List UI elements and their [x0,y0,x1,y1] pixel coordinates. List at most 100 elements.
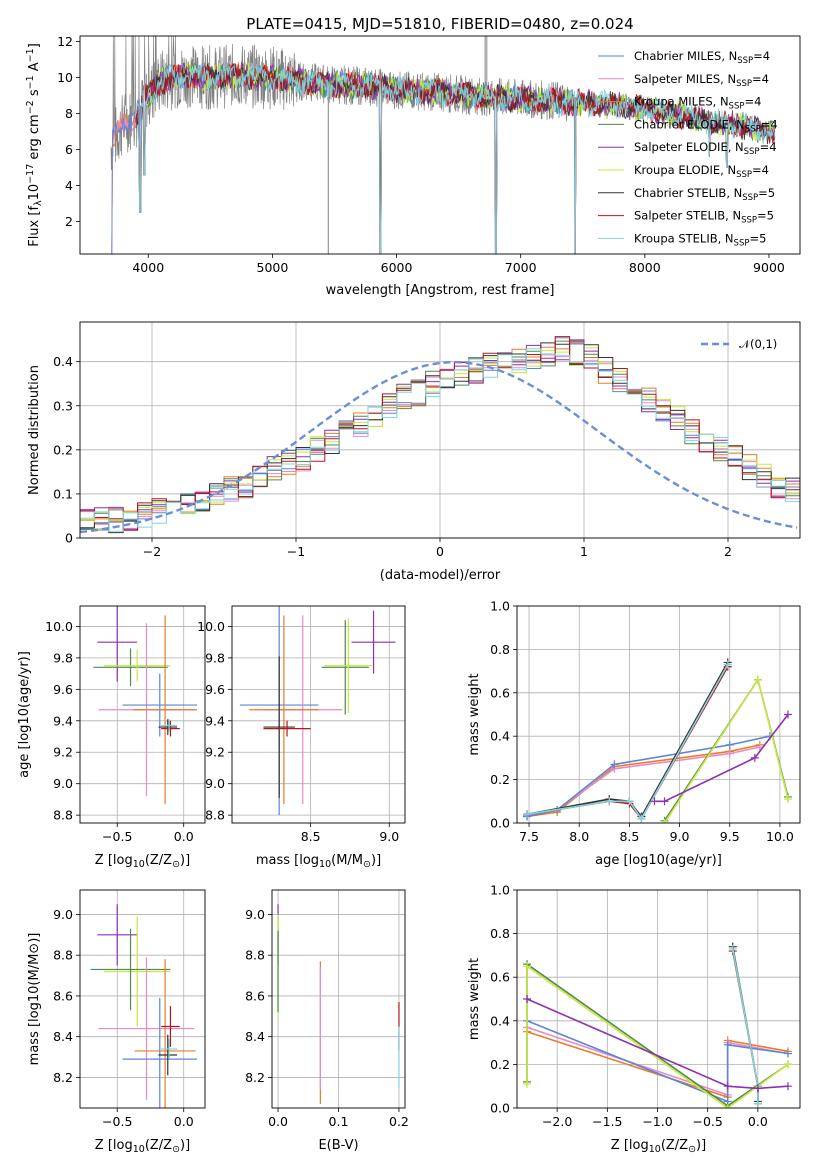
spectrum-panel: 4000 5000 6000 7000 8000 9000 2 4 6 8 10 12 waveleng… [25,34,801,298]
x-axis-label-part: (Z/Z [145,853,172,868]
x-axis-label-part: ⊙ [688,1144,696,1155]
x-axis-label-part: )] [696,1138,706,1153]
x-tick-label: 9.0 [379,829,399,844]
mass-weight-point [523,962,532,971]
legend-entry-suffix: =5 [749,231,766,245]
x-tick-label: 8.0 [569,829,589,844]
y-tick-label: 0.1 [53,486,73,501]
y-axis-label-part: s [27,89,42,100]
legend-entry-name: Kroupa MILES, N [634,95,729,109]
plot-area [277,904,400,1104]
y-tick-label: 9.8 [53,650,73,665]
mass-weight-point [523,995,532,1003]
legend-entry-suffix: =4 [753,49,770,63]
y-tick-label: 1.0 [490,883,510,898]
mass-weight-point [750,753,759,762]
y-tick-label: 9.4 [53,713,73,728]
mass-weight-point [605,797,614,806]
y-tick-label: 9.0 [53,907,73,922]
y-tick-label: 0.4 [490,1013,510,1028]
model-spectrum [135,61,776,254]
y-tick-label: 9.0 [53,776,73,791]
plot-area [523,942,792,1108]
x-axis-label: Z [log10(Z/Z⊙)] [95,853,190,870]
mass-weight-point [523,1080,532,1089]
legend-entry: Chabrier ELODIE, NSSP=4 [634,117,778,134]
mass-weight-point [610,760,619,769]
mass-weight-line [526,664,729,821]
legend-entry-sub: SSP [745,124,761,134]
y-tick-label: 12 [57,34,73,49]
legend-entry-sub: SSP [744,147,760,157]
axes-frame [79,35,801,255]
mass-weight-point [723,660,732,669]
mass-weight-line [526,666,729,821]
y-tick-label: 0.4 [53,354,73,369]
mass-weight-point [660,797,669,806]
x-tick-label: −0.5 [102,829,132,844]
x-tick-label: 0.2 [389,1114,409,1129]
mass-weight-line [526,662,729,818]
x-axis-label-part: Z [log [95,853,133,868]
legend-entry-sub: SSP [736,79,752,89]
y-tick-label: 10.0 [45,619,73,634]
x-tick-label: 4000 [132,260,164,275]
x-axis-label: Z [log10(Z/Z⊙)] [611,1138,706,1155]
x-axis-label-part: mass [log [256,853,319,868]
model-spectrum [135,63,775,254]
mass-weight-point [728,944,737,953]
legend-entry-name: Salpeter ELODIE, N [634,140,744,154]
x-axis-label-part: 10 [319,859,331,870]
y-axis-label-part: Flux [f [27,206,42,247]
x-axis-label-part: Z [log [611,1138,649,1153]
y-axis-label: mass weight [467,673,482,755]
y-axis-label: mass [log10(M/M⊙)] [27,933,42,1066]
axes-frame [79,889,206,1109]
mass-weight-point [783,1060,792,1069]
y-tick-label: 0.4 [490,729,510,744]
x-tick-label: 0.0 [748,1114,768,1129]
y-tick-label: 8.4 [53,1029,73,1044]
x-axis-label: (data-model)/error [380,568,501,583]
x-axis-label-part: (M/M [331,853,363,868]
histogram-step [80,347,800,530]
legend-entry-name: Salpeter MILES, N [634,72,736,86]
y-axis-label-part: −2 [25,100,36,114]
y-tick-label: 9.6 [205,682,225,697]
legend-entry: 𝒩(0,1) [739,337,777,351]
y-tick-label: 0.6 [490,970,510,985]
legend-entry-name: Chabrier ELODIE, N [634,117,745,131]
y-tick-label: 9.0 [205,776,225,791]
x-tick-label: 0.0 [174,1114,194,1129]
legend-entry-name: Kroupa ELODIE, N [634,163,736,177]
x-axis-label-part: 10 [133,859,145,870]
y-axis-label: mass weight [467,958,482,1040]
legend-entry-sub: SSP [729,102,745,112]
plot-area [90,904,198,1108]
x-tick-label: 2 [724,544,732,559]
x-axis-label-part: 10 [649,1144,661,1155]
x-axis-label: E(B-V) [318,1138,358,1153]
mass-weight-point [753,1099,762,1108]
x-tick-label: 9000 [753,260,785,275]
mass-weight-vs-metallicity-panel: −2.0 −1.5 −1.0 −0.5 0.0 0.0 0.2 0.4 0.6 0.8 1.0 Z [… [467,883,801,1155]
mass-weight-line [526,1020,789,1103]
mass-weight-point [723,1104,732,1108]
mass-weight-point [783,1082,792,1091]
y-tick-label: 1.0 [490,599,510,614]
y-tick-label: 8.2 [245,1070,265,1085]
histogram-step [80,348,800,532]
x-tick-label: 5000 [257,260,289,275]
x-axis-label-part: ⊙ [172,859,180,870]
x-tick-label: −0.5 [102,1114,132,1129]
mass-weight-line [526,998,789,1090]
age-vs-metallicity-panel: −0.5 0.0 8.8 9.0 9.2 9.4 9.6 9.8 10.0 Z [log10(Z/… [17,605,206,870]
legend-entry: Kroupa MILES, NSSP=4 [634,95,761,112]
model-spectrum [135,62,776,254]
plot-area [93,606,198,805]
mass-weight-point [783,795,792,804]
y-axis-label-part: −1 [25,48,36,62]
mass-weight-point [753,675,762,684]
mass-weight-point [523,810,532,819]
